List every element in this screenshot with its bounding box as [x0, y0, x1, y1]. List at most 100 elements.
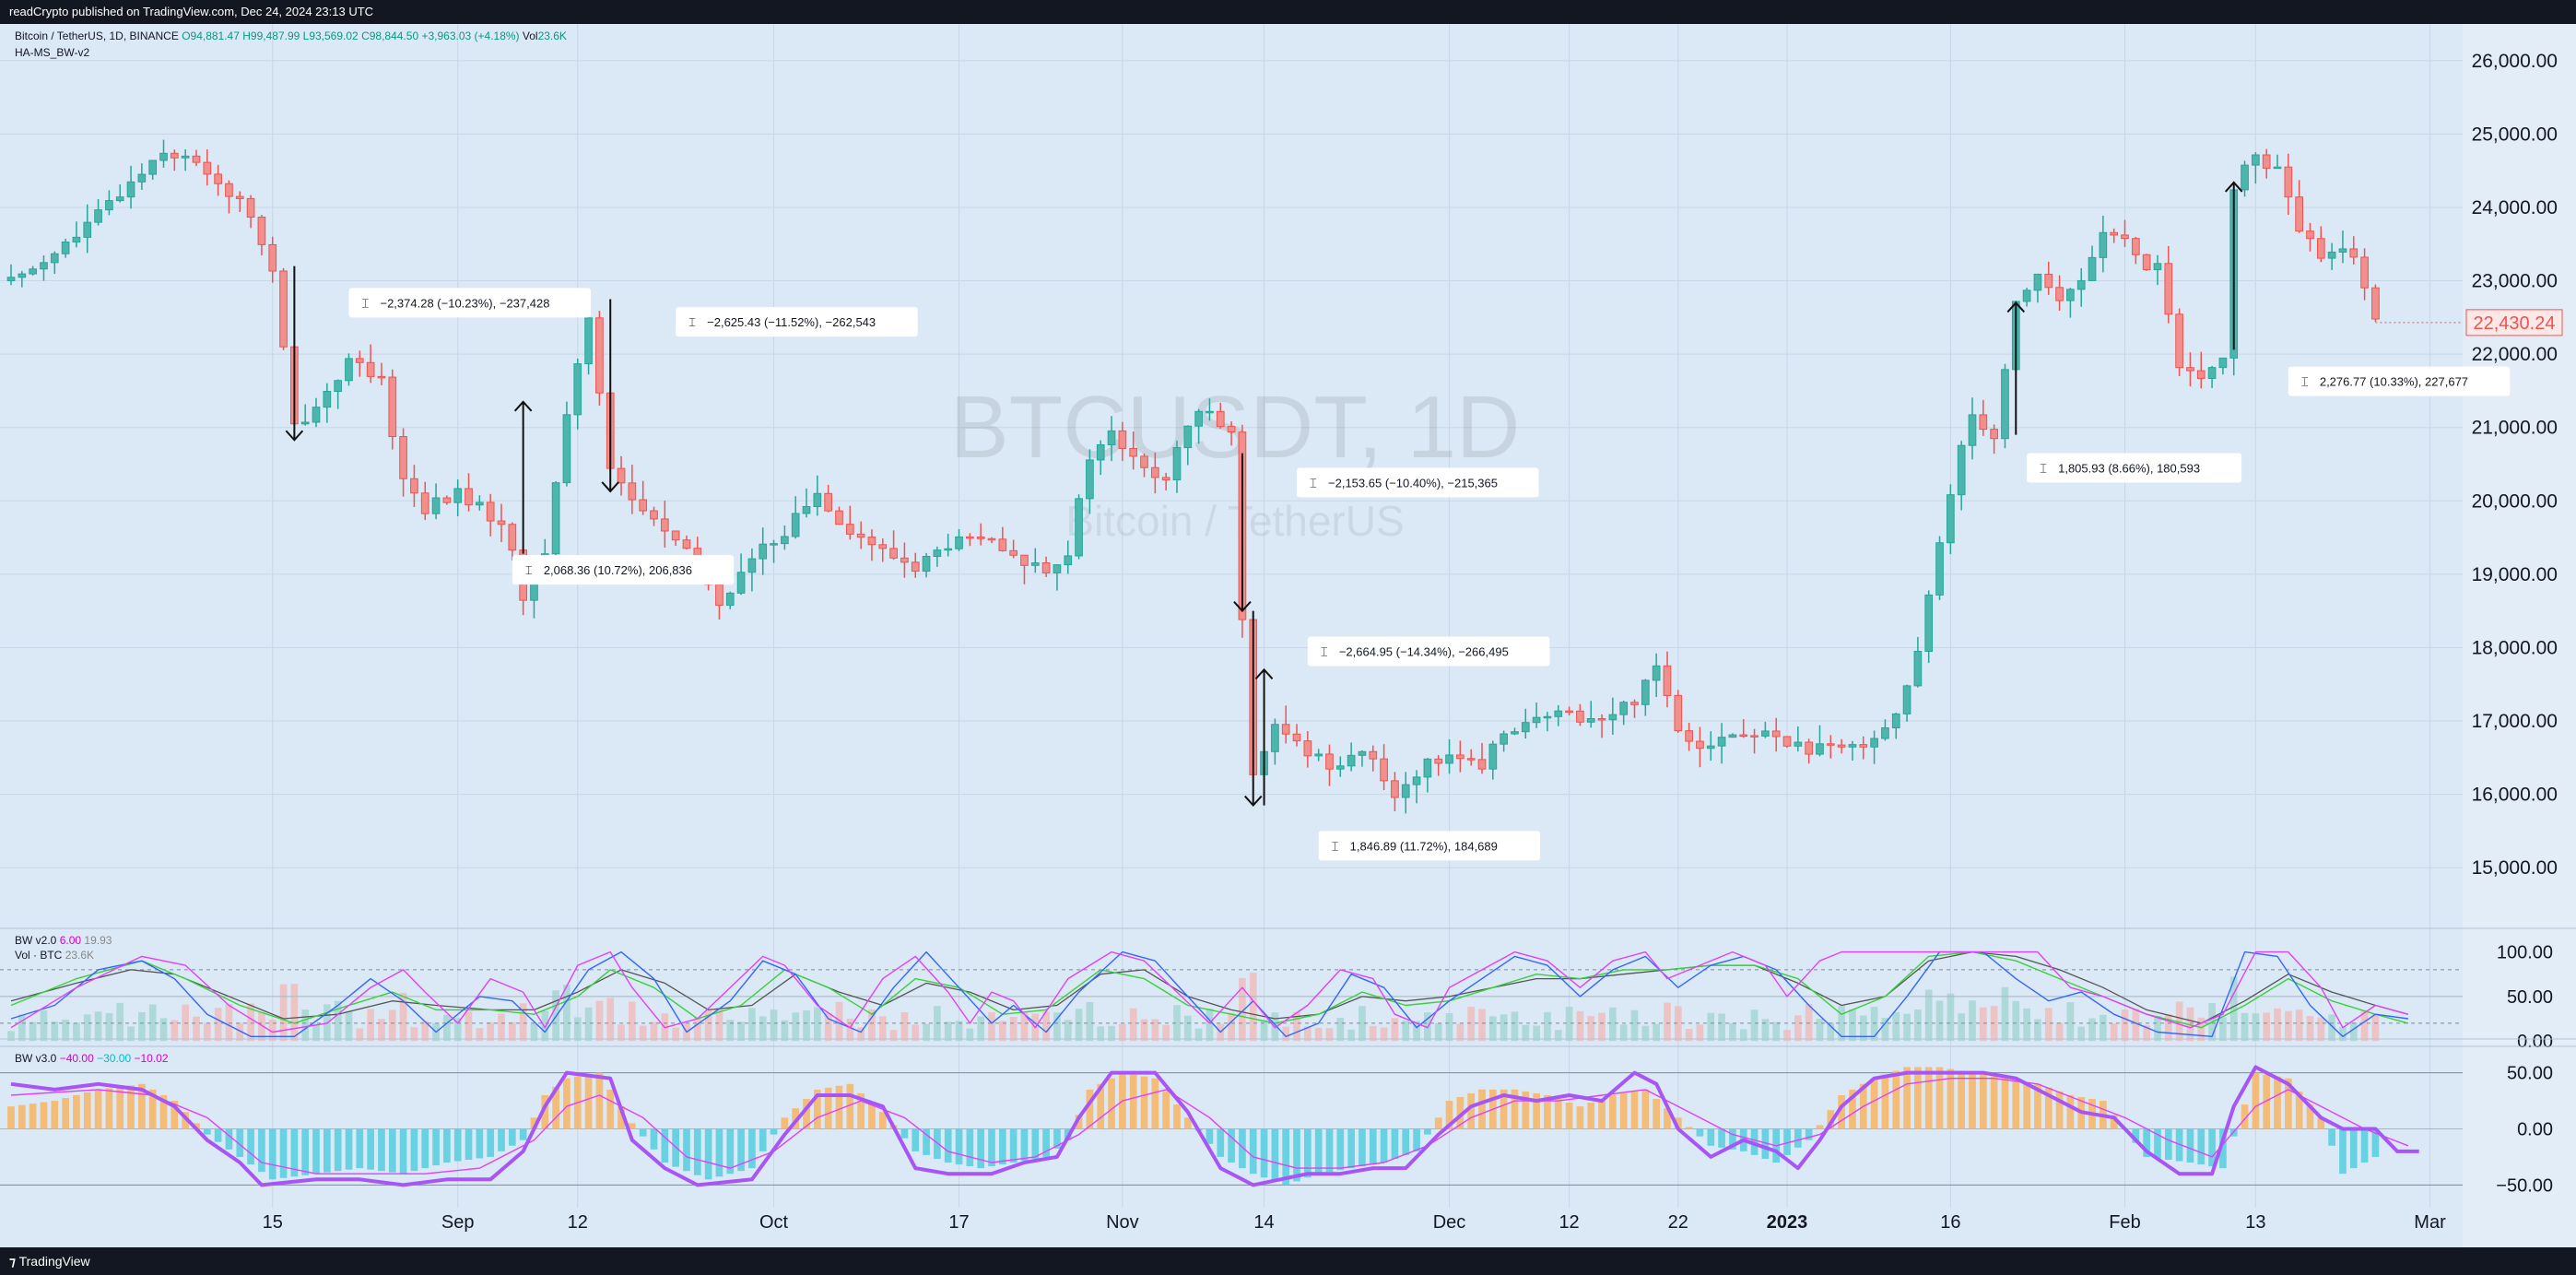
candle-body: [1281, 724, 1290, 735]
candle-body: [420, 492, 429, 514]
candle-body: [2349, 248, 2358, 258]
bw3-histogram-bar: [1522, 1091, 1530, 1129]
candle-body: [715, 584, 723, 606]
candle-body: [323, 390, 332, 408]
bw3-histogram-bar: [1947, 1068, 1955, 1129]
bw3-histogram-bar: [203, 1128, 211, 1135]
bw3-histogram-bar: [94, 1089, 102, 1129]
bw3-histogram-bar: [1456, 1096, 1464, 1129]
bw3-histogram-bar: [236, 1128, 244, 1157]
volume-bar: [1249, 973, 1257, 1042]
candle-body: [2099, 231, 2108, 258]
candle-body: [617, 467, 626, 484]
time-axis[interactable]: 15 Sep 12 Oct 17 Nov 14 Dec 12 22 2023 16 Feb 13 Mar: [263, 1212, 2446, 1233]
volume-bar: [1336, 1018, 1345, 1042]
volume-bar: [1565, 1007, 1573, 1042]
candle-body: [1434, 758, 1443, 764]
candle-body: [2066, 289, 2075, 301]
bw3-legend[interactable]: BW v3.0 −40.00 −30.00 −10.02: [15, 1052, 169, 1065]
volume-bar: [2274, 1008, 2281, 1042]
bw3-histogram-bar: [661, 1128, 669, 1163]
candle-body: [1968, 414, 1977, 446]
candle-body: [725, 592, 735, 606]
bw3-histogram-bar: [1314, 1128, 1323, 1175]
measure-label: −2,625.43 (−11.52%), −262,543: [707, 315, 876, 329]
bw3-histogram-bar: [1336, 1128, 1345, 1171]
candle-body: [900, 557, 909, 563]
volume-bar: [73, 1022, 80, 1042]
bw2-legend[interactable]: BW v2.0 6.00 19.93: [15, 934, 112, 947]
volume-bar: [1140, 1019, 1148, 1042]
candle-body: [94, 209, 102, 223]
candle-body: [1619, 702, 1629, 715]
bw3-histogram-bar: [367, 1128, 374, 1170]
volume-bar: [2034, 1019, 2041, 1042]
candle-body: [1761, 730, 1770, 737]
time-tick-label: Dec: [1433, 1212, 1466, 1233]
time-tick-label: 22: [1668, 1212, 1688, 1233]
volume-bar: [1445, 1013, 1453, 1042]
vol-legend[interactable]: Vol · BTC 23.6K: [15, 949, 94, 962]
candle-body: [1380, 758, 1388, 782]
candle-body: [192, 155, 201, 163]
bw3-histogram-bar: [334, 1128, 342, 1172]
candle-body: [345, 358, 353, 382]
candle-body: [2284, 166, 2293, 198]
bw3-histogram-bar: [1914, 1067, 1922, 1129]
candle-body: [2153, 263, 2162, 271]
volume-bar: [290, 984, 299, 1042]
candle-body: [203, 161, 212, 175]
bw2-value-2: 19.93: [84, 934, 112, 947]
bw3-histogram-bar: [51, 1101, 59, 1129]
volume-bar: [2077, 1026, 2086, 1042]
bw3-histogram-bar: [1849, 1089, 1856, 1129]
candle-body: [1935, 542, 1944, 596]
chart-canvas[interactable]: BTCUSDT, 1D Bitcoin / TetherUS ⌶ −2,374.2…: [0, 24, 2576, 1247]
bw3-histogram-bar: [770, 1128, 778, 1135]
bw3-histogram-bar: [2164, 1128, 2172, 1160]
candle-body: [824, 492, 833, 512]
bw3-histogram-bar: [1347, 1128, 1355, 1169]
bw3-histogram-bar: [1162, 1091, 1170, 1129]
candle-body: [465, 488, 473, 506]
bw3-histogram-bar: [846, 1083, 854, 1129]
candle-body: [279, 270, 288, 348]
candle-body: [1129, 447, 1138, 457]
volume-bar: [2295, 1009, 2303, 1042]
volume-bar: [138, 1011, 146, 1042]
candle-body: [366, 361, 375, 377]
bw3-histogram-bar: [1958, 1070, 1966, 1129]
bw3-histogram-bar: [759, 1128, 767, 1151]
candle-body: [1794, 741, 1803, 747]
candle-body: [1161, 477, 1170, 481]
bw3-value-1: −40.00: [59, 1052, 94, 1065]
candle-body: [61, 241, 70, 254]
bw3-histogram-bar: [356, 1128, 364, 1169]
price-tick-label: 26,000.00: [2472, 51, 2558, 72]
candle-body: [1456, 754, 1464, 760]
price-axis[interactable]: 15,000.00 16,000.00 17,000.00 18,000.00 19,0…: [2472, 51, 2558, 879]
bw2-green-line: [10, 950, 2409, 1029]
volume-bar: [476, 1028, 484, 1042]
volume-bar: [105, 1012, 113, 1042]
bw2-tick-label: 100.00: [2497, 943, 2553, 963]
volume-bar: [1064, 1020, 1072, 1042]
candle-body: [508, 524, 517, 551]
candle-body: [1401, 784, 1410, 798]
ohlc-close: C98,844.50: [361, 30, 419, 42]
bw3-histogram-bar: [1445, 1101, 1453, 1129]
bw3-histogram-bar: [639, 1128, 647, 1137]
volume-bar: [2143, 1025, 2150, 1042]
bw3-histogram-bar: [29, 1104, 37, 1129]
indicator-legend[interactable]: HA-MS_BW-v2: [15, 46, 89, 59]
volume-bar: [1325, 1028, 1334, 1042]
bw3-histogram-bar: [584, 1074, 593, 1129]
bw3-histogram-bar: [1598, 1099, 1606, 1129]
volume-bar: [345, 1010, 353, 1042]
volume-bar: [1924, 989, 1933, 1042]
ohlc-high: H99,487.99: [242, 30, 300, 42]
candle-body: [1532, 716, 1541, 724]
bw3-histogram-bar: [83, 1092, 91, 1129]
candle-body: [1674, 694, 1683, 732]
bw3-histogram-bar: [1707, 1128, 1715, 1146]
